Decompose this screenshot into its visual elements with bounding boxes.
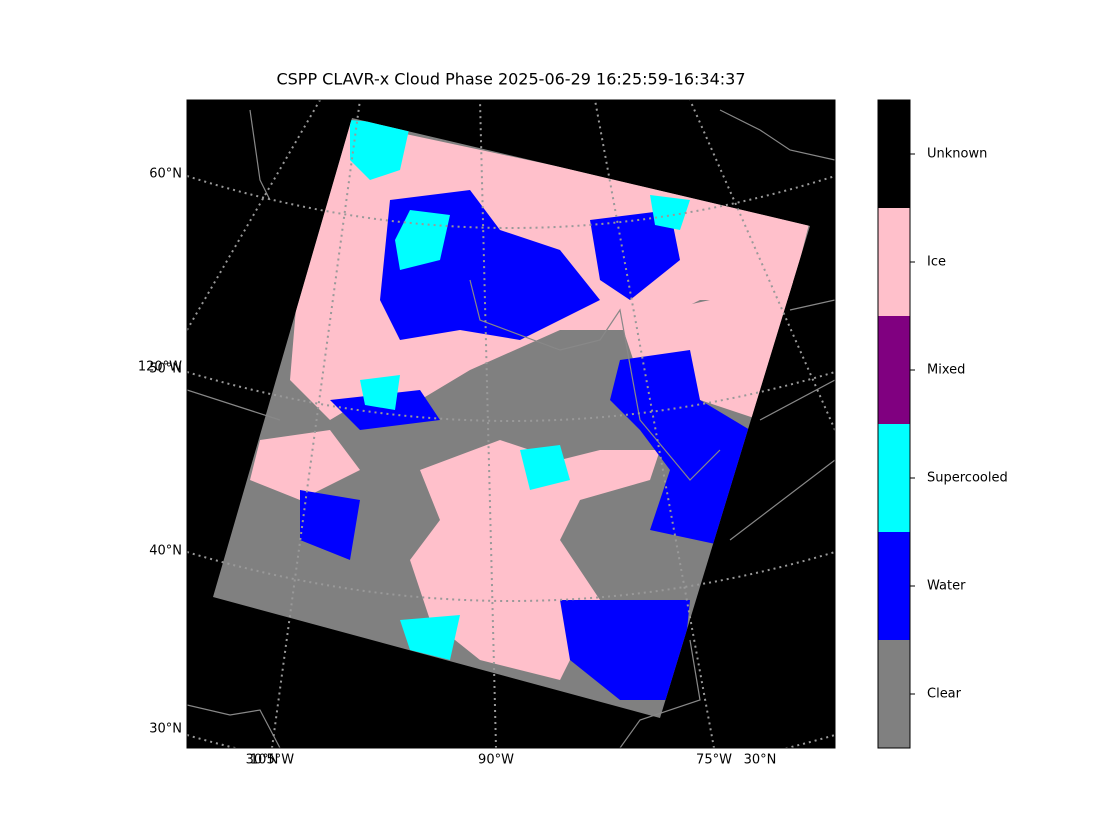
colorbar-band — [878, 424, 910, 532]
colorbar: Clear Water Supercooled Mixed Ice Unknown — [877, 99, 1008, 749]
lat-label: 30°N — [149, 722, 182, 737]
lon-label: 90°W — [478, 753, 514, 768]
colorbar-band — [878, 640, 910, 748]
lon-label: 30°N — [744, 753, 777, 768]
colorbar-band — [878, 532, 910, 640]
graticule-line — [271, 100, 361, 748]
cloud-region — [590, 210, 680, 300]
cloud-region — [560, 600, 690, 700]
cloud-region — [395, 210, 450, 270]
cloud-region — [400, 615, 460, 660]
lon-label: 30°N — [246, 753, 279, 768]
colorbar-label: Water — [927, 579, 966, 594]
colorbar-band — [878, 208, 910, 316]
cloud-region — [520, 445, 570, 490]
map-panel — [187, 100, 835, 748]
map-frame — [186, 99, 836, 749]
cloud-region — [360, 375, 400, 410]
colorbar-label: Clear — [927, 687, 962, 702]
graticule — [187, 100, 835, 748]
cloud-region — [300, 490, 360, 560]
lat-label: 60°N — [149, 167, 182, 182]
cloud-region — [610, 350, 750, 545]
lat-label: 120°W — [138, 360, 182, 375]
colorbar-label: Mixed — [927, 363, 965, 378]
graticule-line — [479, 100, 497, 748]
colorbar-band — [878, 100, 910, 208]
cloud-region — [350, 120, 410, 180]
lon-label: 105°W — [250, 753, 294, 768]
colorbar-label: Unknown — [927, 147, 987, 162]
graticule-line — [689, 100, 835, 431]
colorbar-label: Supercooled — [927, 471, 1008, 486]
cloud-region — [650, 195, 690, 230]
title: CSPP CLAVR-x Cloud Phase 2025-06-29 16:2… — [276, 70, 745, 89]
graticule-line — [187, 175, 835, 229]
lat-label: 50°N — [149, 362, 182, 377]
border — [187, 704, 281, 748]
lon-label: 75°W — [696, 753, 732, 768]
border — [187, 389, 281, 421]
coastline — [719, 109, 835, 161]
colorbar-label: Ice — [927, 255, 946, 270]
cloud-region — [410, 440, 660, 680]
graticule-line — [594, 100, 715, 748]
cloud-region — [250, 430, 360, 500]
border — [249, 109, 721, 481]
coastlines — [187, 109, 835, 748]
graticule-line — [187, 100, 321, 331]
coastline — [619, 299, 835, 748]
cloud-region — [330, 390, 440, 430]
lat-label: 40°N — [149, 544, 182, 559]
colorbar-frame — [877, 99, 911, 749]
colorbar-band — [878, 316, 910, 424]
